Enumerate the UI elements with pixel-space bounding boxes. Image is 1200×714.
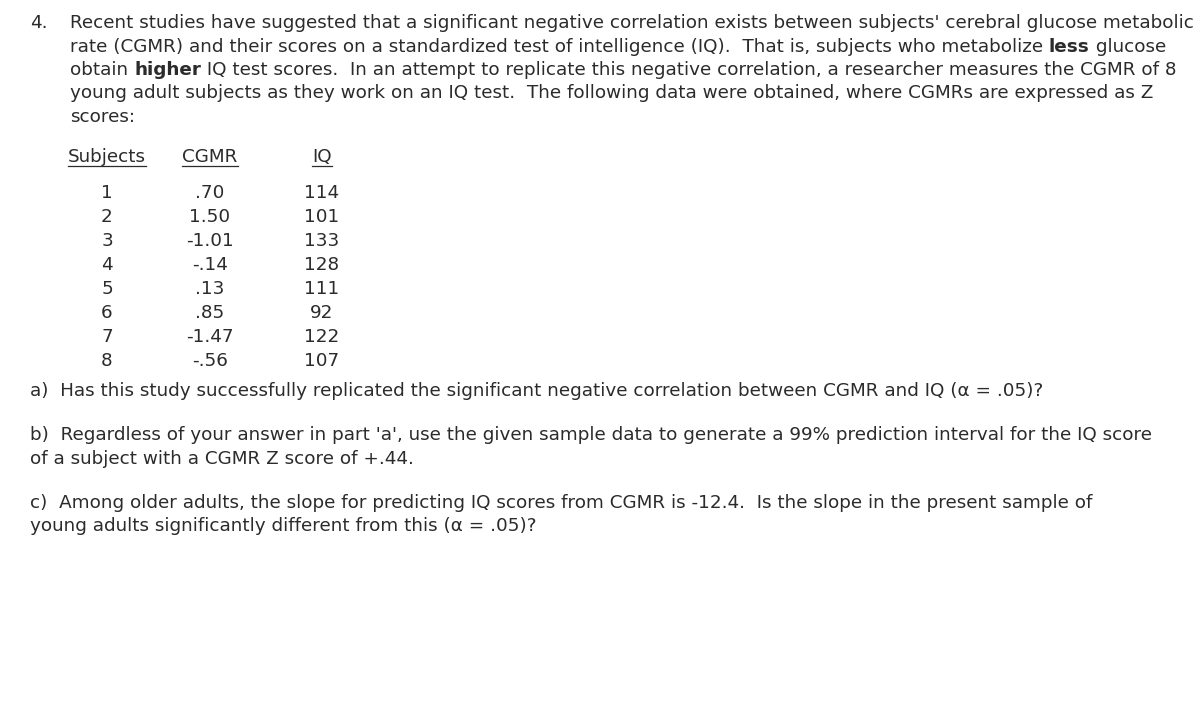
Text: 5: 5	[101, 280, 113, 298]
Text: Recent studies have suggested that a significant negative correlation exists bet: Recent studies have suggested that a sig…	[70, 14, 1194, 32]
Text: -.56: -.56	[192, 352, 228, 370]
Text: .70: .70	[196, 184, 224, 202]
Text: 133: 133	[305, 232, 340, 250]
Text: 107: 107	[305, 352, 340, 370]
Text: .13: .13	[196, 280, 224, 298]
Text: CGMR: CGMR	[182, 148, 238, 166]
Text: b)  Regardless of your answer in part 'a', use the given sample data to generate: b) Regardless of your answer in part 'a'…	[30, 426, 1152, 444]
Text: IQ test scores.  In an attempt to replicate this negative correlation, a researc: IQ test scores. In an attempt to replica…	[200, 61, 1176, 79]
Text: -1.47: -1.47	[186, 328, 234, 346]
Text: a)  Has this study successfully replicated the significant negative correlation : a) Has this study successfully replicate…	[30, 382, 1043, 400]
Text: young adult subjects as they work on an IQ test.  The following data were obtain: young adult subjects as they work on an …	[70, 84, 1153, 103]
Text: 114: 114	[305, 184, 340, 202]
Text: less: less	[1049, 38, 1090, 56]
Text: rate (CGMR) and their scores on a standardized test of intelligence (IQ).  That : rate (CGMR) and their scores on a standa…	[70, 38, 1049, 56]
Text: 122: 122	[305, 328, 340, 346]
Text: 1.50: 1.50	[190, 208, 230, 226]
Text: 6: 6	[101, 304, 113, 322]
Text: 4.: 4.	[30, 14, 48, 32]
Text: 1: 1	[101, 184, 113, 202]
Text: 3: 3	[101, 232, 113, 250]
Text: 111: 111	[305, 280, 340, 298]
Text: 7: 7	[101, 328, 113, 346]
Text: 92: 92	[311, 304, 334, 322]
Text: 2: 2	[101, 208, 113, 226]
Text: young adults significantly different from this (α = .05)?: young adults significantly different fro…	[30, 517, 536, 535]
Text: c)  Among older adults, the slope for predicting IQ scores from CGMR is -12.4.  : c) Among older adults, the slope for pre…	[30, 493, 1092, 511]
Text: -1.01: -1.01	[186, 232, 234, 250]
Text: -.14: -.14	[192, 256, 228, 274]
Text: of a subject with a CGMR Z score of +.44.: of a subject with a CGMR Z score of +.44…	[30, 450, 414, 468]
Text: glucose: glucose	[1090, 38, 1166, 56]
Text: IQ: IQ	[312, 148, 332, 166]
Text: 4: 4	[101, 256, 113, 274]
Text: 128: 128	[305, 256, 340, 274]
Text: Subjects: Subjects	[68, 148, 146, 166]
Text: 8: 8	[101, 352, 113, 370]
Text: obtain: obtain	[70, 61, 134, 79]
Text: scores:: scores:	[70, 108, 134, 126]
Text: .85: .85	[196, 304, 224, 322]
Text: higher: higher	[134, 61, 200, 79]
Text: 101: 101	[305, 208, 340, 226]
